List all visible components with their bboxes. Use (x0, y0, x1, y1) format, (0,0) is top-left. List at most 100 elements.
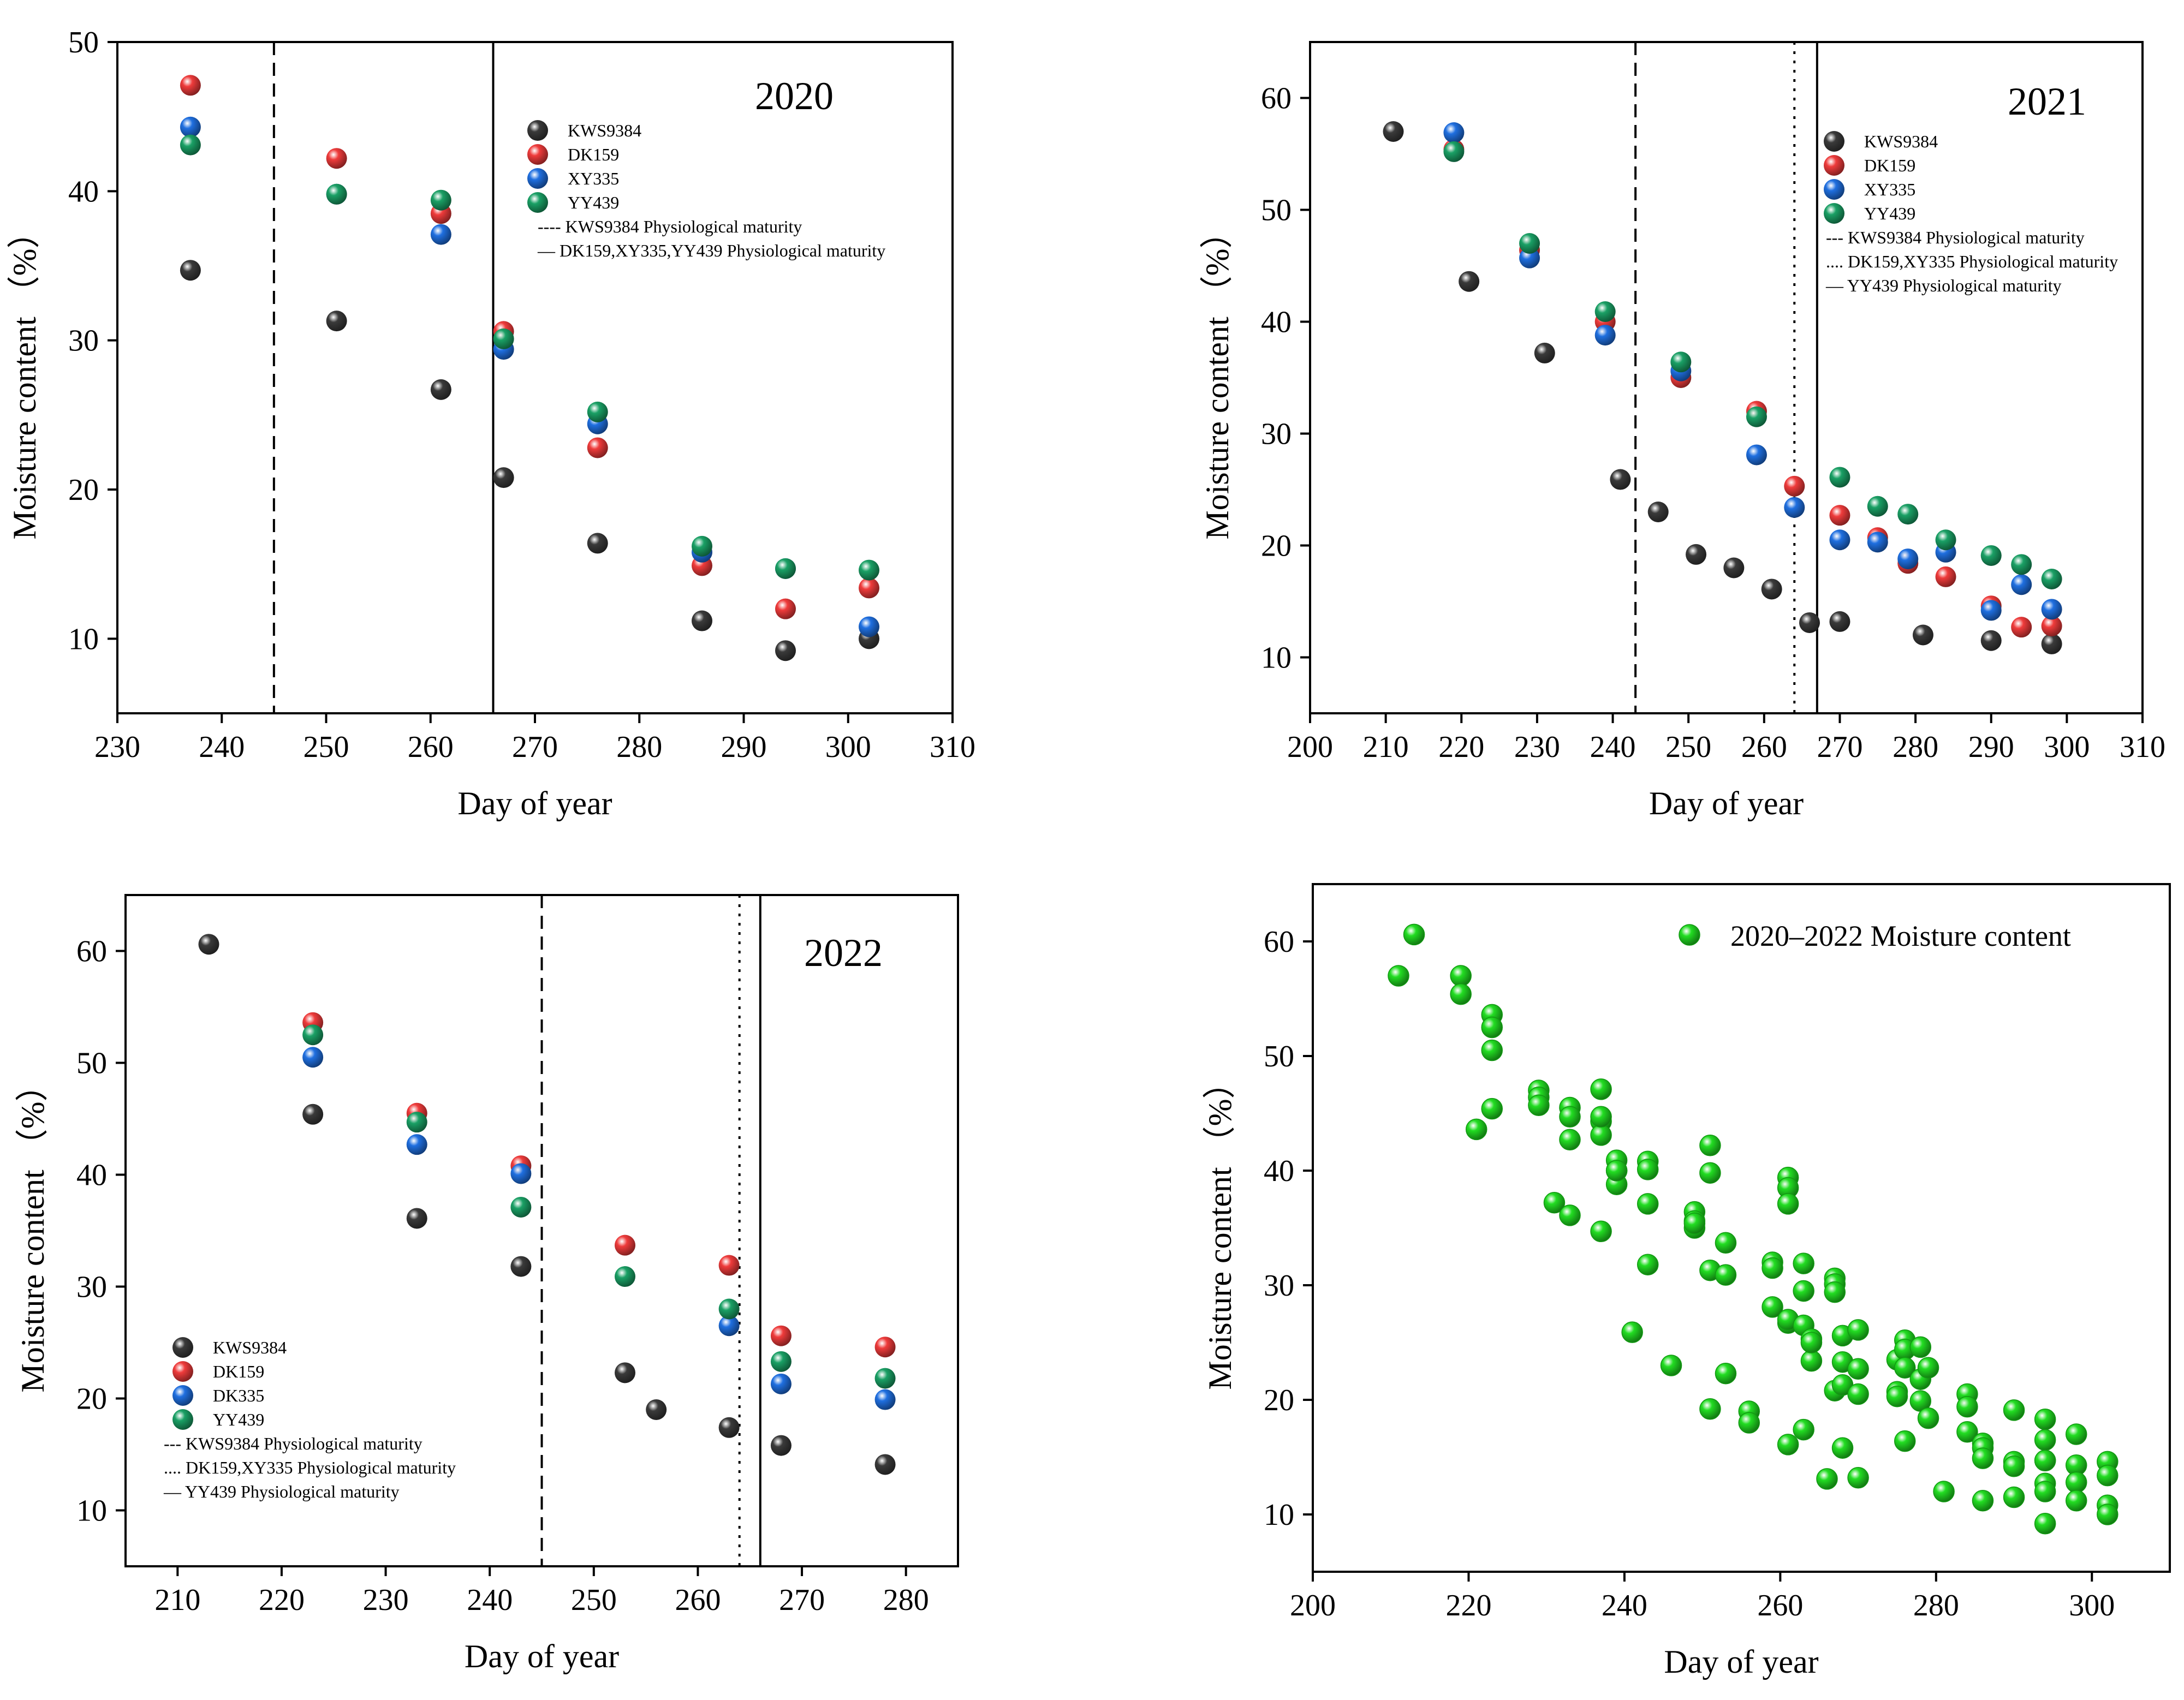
data-point (1450, 965, 1472, 987)
legend-entry: DK159 (568, 145, 619, 164)
legend-marker (1679, 924, 1700, 946)
y-tick-label: 20 (1261, 529, 1292, 563)
legend-marker (527, 120, 548, 141)
data-point (1481, 1097, 1503, 1120)
x-tick-label: 270 (779, 1583, 825, 1617)
y-axis-title: Moisture content （%） (7, 216, 43, 539)
y-tick-label: 30 (76, 1270, 107, 1304)
series-xy335 (180, 116, 879, 637)
data-point (1559, 1129, 1581, 1151)
y-tick-label: 50 (68, 26, 99, 59)
data-point (1647, 502, 1669, 522)
data-point (2003, 1486, 2025, 1508)
y-tick-label: 40 (76, 1159, 107, 1192)
y-axis-title: Moisture content （%） (1202, 1066, 1238, 1389)
data-point (1980, 630, 2002, 651)
data-point (2011, 574, 2032, 595)
x-tick-label: 240 (467, 1583, 513, 1617)
y-tick-label: 40 (68, 175, 99, 208)
x-tick-label: 240 (1590, 730, 1636, 764)
data-point (770, 1373, 792, 1394)
data-point (1723, 557, 1745, 578)
data-point (1534, 342, 1555, 363)
x-tick-label: 280 (883, 1583, 929, 1617)
legend-entry: YY439 (213, 1410, 264, 1429)
data-point (2065, 1471, 2087, 1493)
data-point (1481, 1016, 1503, 1039)
data-point (1459, 271, 1480, 292)
data-point (2034, 1408, 2056, 1430)
data-point (587, 401, 608, 422)
data-point (1829, 505, 1850, 526)
data-point (718, 1315, 740, 1337)
data-point (1543, 1192, 1566, 1214)
series-dk335 (302, 1047, 896, 1410)
y-tick-label: 20 (76, 1382, 107, 1416)
chart-panel-1: 230 240 250 260 270 280 290 300 310 10 20 30 40 50 Day… (7, 26, 975, 821)
data-point (2003, 1456, 2025, 1477)
data-point (1559, 1204, 1581, 1226)
data-point (493, 328, 514, 349)
data-point (718, 1417, 740, 1438)
data-point (1799, 612, 1820, 633)
data-point (2097, 1504, 2118, 1525)
data-point (587, 533, 608, 554)
data-point (1956, 1395, 1978, 1418)
x-tick-label: 260 (675, 1583, 721, 1617)
data-point (2003, 1399, 2025, 1421)
data-point (692, 610, 712, 631)
legend-line-entry: .... DK159,XY335 Physiological maturity (164, 1458, 456, 1477)
data-point (1894, 1357, 1916, 1379)
data-point (615, 1266, 635, 1287)
data-point (1956, 1421, 1978, 1443)
legend-line-entry: ---- KWS9384 Physiological maturity (538, 217, 802, 236)
data-point (198, 934, 219, 955)
legend-marker (527, 192, 548, 213)
data-point (1933, 1481, 1955, 1502)
data-point (1886, 1385, 1908, 1407)
data-point (1829, 529, 1850, 551)
x-tick-label: 200 (1287, 730, 1333, 764)
y-tick-label: 40 (1261, 306, 1292, 339)
plot-frame (1312, 883, 2171, 1573)
legend-marker (172, 1337, 193, 1358)
data-point (2011, 617, 2032, 638)
data-point (1636, 1159, 1659, 1180)
data-point (430, 224, 451, 245)
data-point (615, 1234, 635, 1256)
data-point (1465, 1118, 1487, 1141)
x-tick-label: 270 (512, 730, 558, 764)
plot-frame (1309, 41, 2144, 714)
x-tick-label: 300 (2069, 1589, 2115, 1623)
legend-entry: XY335 (568, 169, 619, 188)
y-tick-label: 10 (1264, 1498, 1294, 1532)
chart-panel-3: 210 220 230 240 250 260 270 280 10 20 30 40 50 60 Day … (15, 894, 959, 1674)
data-point (1831, 1437, 1854, 1459)
data-point (874, 1389, 896, 1410)
x-tick-label: 260 (1757, 1589, 1803, 1623)
y-tick-label: 50 (76, 1047, 107, 1081)
legend-line-entry: --- KWS9384 Physiological maturity (1826, 228, 2085, 247)
x-tick-label: 200 (1290, 1589, 1336, 1623)
data-point (1528, 1094, 1550, 1117)
data-point (770, 1435, 792, 1456)
y-tick-label: 50 (1264, 1040, 1294, 1073)
data-point (2065, 1490, 2087, 1512)
data-point (1894, 1430, 1916, 1452)
data-point (874, 1337, 896, 1358)
data-point (302, 1103, 324, 1125)
legend-entry: KWS9384 (568, 121, 641, 140)
data-point (510, 1196, 532, 1218)
series-kws9384 (180, 260, 879, 661)
data-point (1636, 1193, 1659, 1215)
data-point (1605, 1160, 1628, 1182)
data-point (1777, 1193, 1799, 1215)
data-point (1383, 121, 1404, 142)
legend-marker (172, 1385, 193, 1406)
y-tick-label: 20 (68, 473, 99, 507)
data-point (2034, 1429, 2056, 1451)
data-point (1590, 1106, 1612, 1128)
data-point (1824, 1281, 1846, 1303)
data-point (770, 1351, 792, 1372)
legend-marker (172, 1361, 193, 1382)
